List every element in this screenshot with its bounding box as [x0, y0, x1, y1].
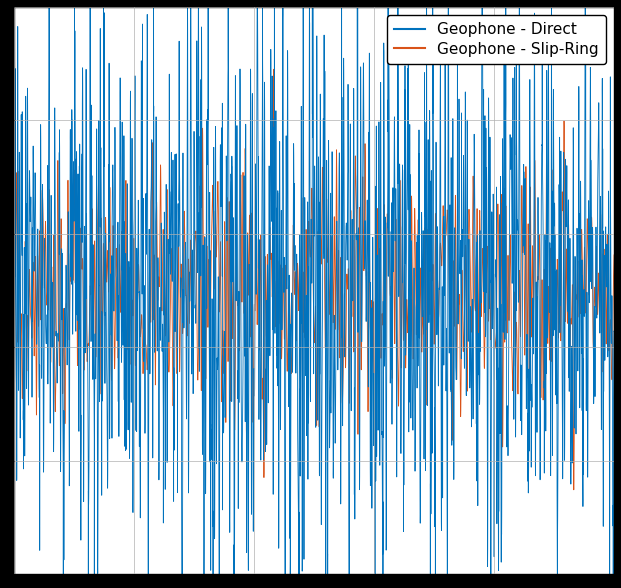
Geophone - Direct	[46, 283, 53, 290]
Geophone - Slip-Ring	[304, 351, 311, 358]
Geophone - Slip-Ring	[46, 213, 53, 220]
Geophone - Slip-Ring	[128, 339, 135, 346]
Geophone - Direct	[35, 360, 42, 368]
Line: Geophone - Slip-Ring: Geophone - Slip-Ring	[14, 69, 614, 490]
Geophone - Direct	[304, 246, 311, 253]
Geophone - Slip-Ring	[579, 265, 586, 272]
Geophone - Direct	[13, 465, 20, 472]
Geophone - Direct	[10, 328, 17, 335]
Geophone - Direct	[610, 328, 618, 335]
Geophone - Slip-Ring	[610, 252, 618, 259]
Geophone - Slip-Ring	[570, 486, 578, 493]
Geophone - Direct	[128, 323, 135, 330]
Line: Geophone - Direct: Geophone - Direct	[14, 0, 614, 588]
Geophone - Slip-Ring	[270, 66, 278, 73]
Legend: Geophone - Direct, Geophone - Slip-Ring: Geophone - Direct, Geophone - Slip-Ring	[387, 15, 607, 65]
Geophone - Direct	[579, 328, 586, 335]
Geophone - Slip-Ring	[35, 317, 42, 324]
Geophone - Slip-Ring	[13, 169, 20, 176]
Geophone - Slip-Ring	[10, 252, 17, 259]
